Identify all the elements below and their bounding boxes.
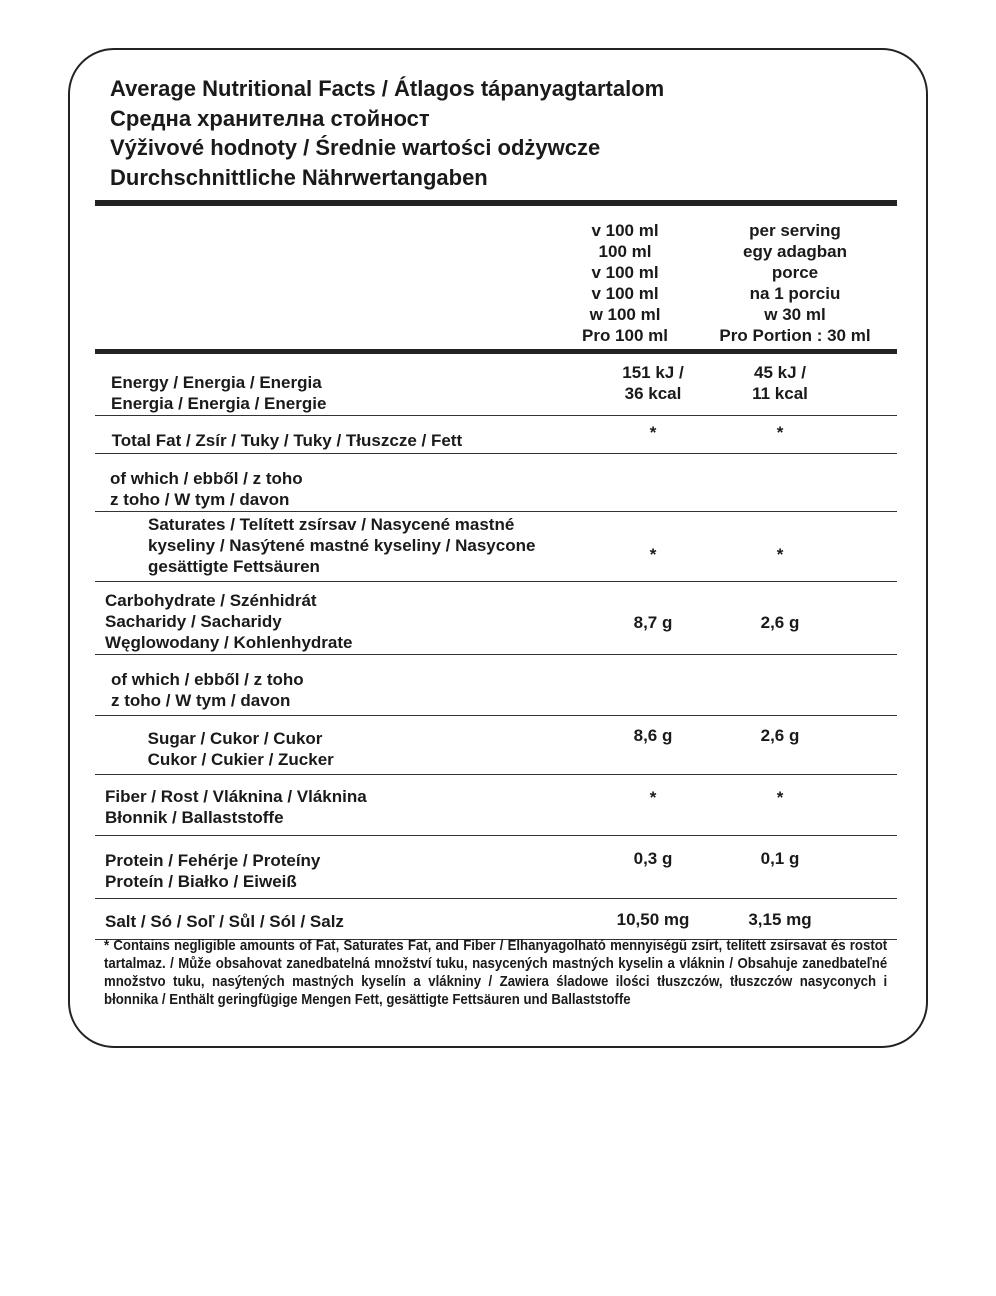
text-line: na 1 porciu bbox=[749, 284, 841, 303]
nutrient-label: Energy / Energia / Energia Energia / Ener… bbox=[111, 372, 326, 414]
value-per-100ml: 8,6 g bbox=[593, 725, 713, 746]
value-per-100ml: 0,3 g bbox=[593, 848, 713, 869]
value-per-100ml: 10,50 mg bbox=[593, 909, 713, 930]
text-line: w 30 ml bbox=[764, 305, 826, 324]
table-row: Carbohydrate / Szénhidrát Sacharidy / Sac… bbox=[95, 582, 897, 655]
text-line: z toho / W tym / davon bbox=[110, 490, 290, 509]
text-line: of which / ebből / z toho bbox=[110, 469, 303, 488]
value-per-100ml: * bbox=[593, 544, 713, 565]
text-line: per serving bbox=[749, 221, 841, 240]
text-line: Saturates / Telített zsírsav / Nasycené … bbox=[148, 515, 515, 534]
value-per-serving: 0,1 g bbox=[720, 848, 840, 869]
table-row: Salt / Só / Soľ / Sůl / Sól / Salz 10,50 … bbox=[95, 899, 897, 940]
label-frame bbox=[68, 48, 928, 1048]
text-line: Proteín / Białko / Eiweiß bbox=[105, 872, 297, 891]
text-line: egy adagban bbox=[743, 242, 847, 261]
table-row: Sugar / Cukor / Cukor Cukor / Cukier / Zu… bbox=[95, 716, 897, 775]
table-row: Total Fat / Zsír / Tuky / Tuky / Tłuszcz… bbox=[95, 416, 897, 454]
text-line: Salt / Só / Soľ / Sůl / Sól / Salz bbox=[105, 912, 344, 931]
text-line: * bbox=[649, 545, 657, 564]
text-line: 8,7 g bbox=[633, 613, 673, 632]
value-per-100ml: * bbox=[593, 787, 713, 808]
value-per-100ml: 8,7 g bbox=[593, 612, 713, 633]
text-line: * bbox=[776, 423, 784, 442]
text-line: * bbox=[649, 423, 657, 442]
table-row: Protein / Fehérje / Proteíny Proteín / Bi… bbox=[95, 836, 897, 899]
text-line: 100 ml bbox=[598, 242, 652, 261]
text-line: * bbox=[649, 788, 657, 807]
nutrient-label: Saturates / Telített zsírsav / Nasycené … bbox=[148, 514, 535, 577]
footnote: * Contains negligible amounts of Fat, Sa… bbox=[104, 937, 888, 1008]
value-per-serving: * bbox=[720, 544, 840, 565]
text-line: 2,6 g bbox=[760, 726, 800, 745]
text-line: * bbox=[776, 788, 784, 807]
nutrient-label: Fiber / Rost / Vláknina / Vláknina Błonni… bbox=[105, 786, 367, 828]
value-per-serving: * bbox=[720, 422, 840, 443]
text-line: Total Fat / Zsír / Tuky / Tuky / Tłuszcz… bbox=[111, 431, 463, 450]
table-row: of which / ebből / z toho z toho / W tym … bbox=[95, 454, 897, 512]
table-row: Fiber / Rost / Vláknina / Vláknina Błonni… bbox=[95, 775, 897, 836]
text-line: porce bbox=[771, 263, 819, 282]
text-line: Pro 100 ml bbox=[582, 326, 668, 345]
text-line: of which / ebből / z toho bbox=[111, 670, 304, 689]
label-title: Average Nutritional Facts / Átlagos tápa… bbox=[110, 74, 664, 192]
text-line: v 100 ml bbox=[591, 221, 659, 240]
text-line: 2,6 g bbox=[760, 613, 800, 632]
text-line: 0,3 g bbox=[633, 849, 673, 868]
text-line: gesättigte Fettsäuren bbox=[148, 557, 320, 576]
nutrient-label: Carbohydrate / Szénhidrát Sacharidy / Sac… bbox=[105, 590, 352, 653]
nutrient-label: Total Fat / Zsír / Tuky / Tuky / Tłuszcz… bbox=[112, 430, 462, 451]
text-line: Energy / Energia / Energia bbox=[111, 373, 322, 392]
value-per-serving: 2,6 g bbox=[720, 725, 840, 746]
value-per-100ml: 151 kJ / 36 kcal bbox=[593, 362, 713, 404]
nutrient-label: of which / ebből / z toho z toho / W tym … bbox=[110, 468, 303, 510]
table-row: Saturates / Telített zsírsav / Nasycené … bbox=[95, 512, 897, 582]
text-line: kyseliny / Nasýtené mastné kyseliny / Na… bbox=[148, 536, 536, 555]
text-line: Energia / Energia / Energie bbox=[111, 394, 327, 413]
text-line: Pro Portion : 30 ml bbox=[719, 326, 871, 345]
nutrient-label: Sugar / Cukor / Cukor Cukor / Cukier / Zu… bbox=[148, 728, 334, 770]
text-line: Błonnik / Ballaststoffe bbox=[105, 808, 284, 827]
value-per-serving: * bbox=[720, 787, 840, 808]
text-line: Fiber / Rost / Vláknina / Vláknina bbox=[105, 787, 367, 806]
text-line: v 100 ml bbox=[591, 284, 659, 303]
text-line: Cukor / Cukier / Zucker bbox=[147, 750, 334, 769]
text-line: 0,1 g bbox=[760, 849, 800, 868]
text-line: * bbox=[776, 545, 784, 564]
text-line: 3,15 mg bbox=[748, 910, 812, 929]
text-line: Carbohydrate / Szénhidrát bbox=[105, 591, 317, 610]
text-line: 8,6 g bbox=[633, 726, 673, 745]
title-line: Average Nutritional Facts / Átlagos tápa… bbox=[110, 76, 665, 101]
nutrient-label: Protein / Fehérje / Proteíny Proteín / Bi… bbox=[105, 850, 320, 892]
nutrient-label: Salt / Só / Soľ / Sůl / Sól / Salz bbox=[105, 911, 344, 932]
value-per-serving: 3,15 mg bbox=[720, 909, 840, 930]
nutrient-label: of which / ebből / z toho z toho / W tym … bbox=[111, 669, 304, 711]
text-line: 45 kJ / bbox=[754, 363, 806, 382]
title-line: Výživové hodnoty / Średnie wartości odży… bbox=[110, 135, 601, 160]
table-row: Energy / Energia / Energia Energia / Ener… bbox=[95, 354, 897, 416]
text-line: 11 kcal bbox=[752, 384, 808, 403]
text-line: Sugar / Cukor / Cukor bbox=[147, 729, 323, 748]
nutrition-table: v 100 ml 100 ml v 100 ml v 100 ml w 100 ml Pr… bbox=[95, 200, 897, 940]
text-line: 151 kJ / bbox=[622, 363, 684, 382]
table-header: v 100 ml 100 ml v 100 ml v 100 ml w 100 ml Pr… bbox=[95, 200, 897, 354]
text-line: 10,50 mg bbox=[616, 910, 690, 929]
per-100ml-header: v 100 ml 100 ml v 100 ml v 100 ml w 100 ml Pr… bbox=[565, 220, 685, 346]
title-line: Durchschnittliche Nährwertangaben bbox=[110, 164, 488, 190]
text-line: 36 kcal bbox=[624, 384, 682, 403]
text-line: v 100 ml bbox=[591, 263, 659, 282]
text-line: Sacharidy / Sacharidy bbox=[105, 612, 282, 631]
text-line: w 100 ml bbox=[589, 305, 661, 324]
table-row: of which / ebből / z toho z toho / W tym … bbox=[95, 655, 897, 716]
text-line: Protein / Fehérje / Proteíny bbox=[105, 851, 321, 870]
title-line: Средна хранителна стойност bbox=[110, 105, 430, 131]
value-per-serving: 2,6 g bbox=[720, 612, 840, 633]
text-line: z toho / W tym / davon bbox=[111, 691, 291, 710]
per-serving-header: per serving egy adagban porce na 1 porciu w … bbox=[695, 220, 895, 346]
value-per-100ml: * bbox=[593, 422, 713, 443]
text-line: Węglowodany / Kohlenhydrate bbox=[105, 633, 353, 652]
value-per-serving: 45 kJ / 11 kcal bbox=[720, 362, 840, 404]
